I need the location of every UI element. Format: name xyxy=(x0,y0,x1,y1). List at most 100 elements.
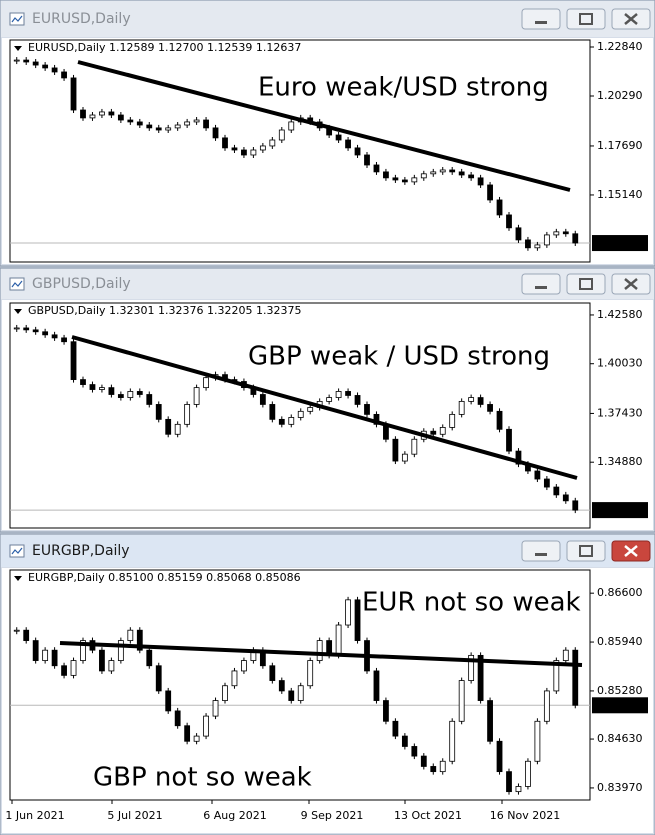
candle-body xyxy=(13,629,20,632)
candle-body xyxy=(572,233,579,244)
candle-body xyxy=(51,67,58,73)
candle-body xyxy=(449,720,456,762)
candle-body xyxy=(89,114,96,119)
candle-body xyxy=(212,700,219,717)
candle-body xyxy=(439,426,446,435)
candle-body xyxy=(373,670,380,701)
candle-body xyxy=(364,154,370,166)
candle-body xyxy=(278,680,285,692)
candle-body xyxy=(51,334,58,339)
y-tick-label: 1.37430 xyxy=(597,406,643,419)
maximize-button[interactable] xyxy=(566,540,606,562)
candle-body xyxy=(108,660,115,672)
candle-body xyxy=(543,234,550,246)
candle-body xyxy=(449,169,456,173)
window-title: EURUSD,Daily xyxy=(32,11,131,27)
minimize-glyph xyxy=(535,553,547,556)
candle-body xyxy=(184,121,191,126)
candle-body xyxy=(345,599,351,626)
candle-body xyxy=(42,649,49,661)
window-icon xyxy=(9,544,25,558)
candle-body xyxy=(354,147,361,156)
maximize-glyph xyxy=(579,545,593,557)
candle-body xyxy=(23,629,30,641)
candle-body xyxy=(193,119,200,123)
candle-body xyxy=(165,418,172,435)
minimize-glyph xyxy=(535,286,547,289)
candle-body xyxy=(506,428,512,452)
plot-frame xyxy=(9,302,591,529)
candle-body xyxy=(297,410,304,418)
y-tick-label: 0.86600 xyxy=(597,586,643,599)
candle-body xyxy=(392,438,399,462)
candle-body xyxy=(136,121,143,126)
candle-body xyxy=(13,59,20,62)
minimize-button[interactable] xyxy=(521,273,561,295)
candle-body xyxy=(543,478,550,488)
candle-body xyxy=(80,379,86,385)
candle-body xyxy=(146,394,153,405)
window-icon-graph xyxy=(11,547,23,555)
candle-body xyxy=(155,665,162,692)
candle-body xyxy=(487,184,493,201)
minimize-button[interactable] xyxy=(521,540,561,562)
candle-body xyxy=(70,660,77,676)
candle-body xyxy=(553,231,560,236)
y-tick-label: 0.84630 xyxy=(597,732,643,745)
candle-body xyxy=(184,725,191,742)
candle-body xyxy=(572,649,579,706)
candle-body xyxy=(42,331,49,336)
candle-body xyxy=(392,720,399,737)
close-glyph xyxy=(624,545,638,557)
candle-body xyxy=(430,766,437,773)
y-tick-label: 1.42580 xyxy=(597,308,643,321)
candle-body xyxy=(335,134,342,141)
candle-body xyxy=(335,391,342,398)
candle-body xyxy=(32,329,39,333)
candle-body xyxy=(515,450,522,465)
last-price-label: 1.32375 xyxy=(596,503,642,516)
candle-body xyxy=(430,171,437,175)
candle-body xyxy=(562,494,569,502)
candle-body xyxy=(203,715,209,737)
candle-body xyxy=(269,665,276,681)
candle-body xyxy=(496,740,503,773)
candle-body xyxy=(525,239,531,249)
candle-body xyxy=(241,149,247,156)
candle-body xyxy=(222,137,228,149)
candle-body xyxy=(335,624,342,656)
candle-body xyxy=(174,124,181,129)
candle-body xyxy=(32,640,39,661)
window-title: GBPUSD,Daily xyxy=(32,276,131,292)
candle-body xyxy=(155,404,162,420)
candle-body xyxy=(572,500,579,511)
window-icon xyxy=(9,12,25,26)
candle-body xyxy=(288,121,295,131)
candle-body xyxy=(401,179,408,183)
maximize-button[interactable] xyxy=(566,8,606,30)
candle-body xyxy=(401,735,408,747)
candle-body xyxy=(496,410,503,430)
annotation: GBP not so weak xyxy=(93,763,312,793)
candle-body xyxy=(477,177,484,186)
candle-body xyxy=(534,720,541,762)
candle-body xyxy=(392,177,399,181)
candle-body xyxy=(193,387,200,405)
candle-body xyxy=(61,71,67,79)
minimize-button[interactable] xyxy=(521,8,561,30)
candle-body xyxy=(278,129,285,141)
candle-body xyxy=(80,109,86,119)
candle-body xyxy=(23,327,30,331)
annotation: Euro weak/USD strong xyxy=(258,73,549,103)
maximize-button[interactable] xyxy=(566,273,606,295)
candle-body xyxy=(32,61,39,66)
candle-body xyxy=(411,746,418,757)
trend-line xyxy=(77,60,571,192)
last-price-box xyxy=(592,697,648,714)
candle-body xyxy=(534,244,541,249)
y-tick-label: 1.22840 xyxy=(597,40,643,53)
candle-body xyxy=(108,387,115,395)
candle-body xyxy=(288,417,295,425)
candle-body xyxy=(525,760,531,787)
trend-line xyxy=(71,335,578,480)
